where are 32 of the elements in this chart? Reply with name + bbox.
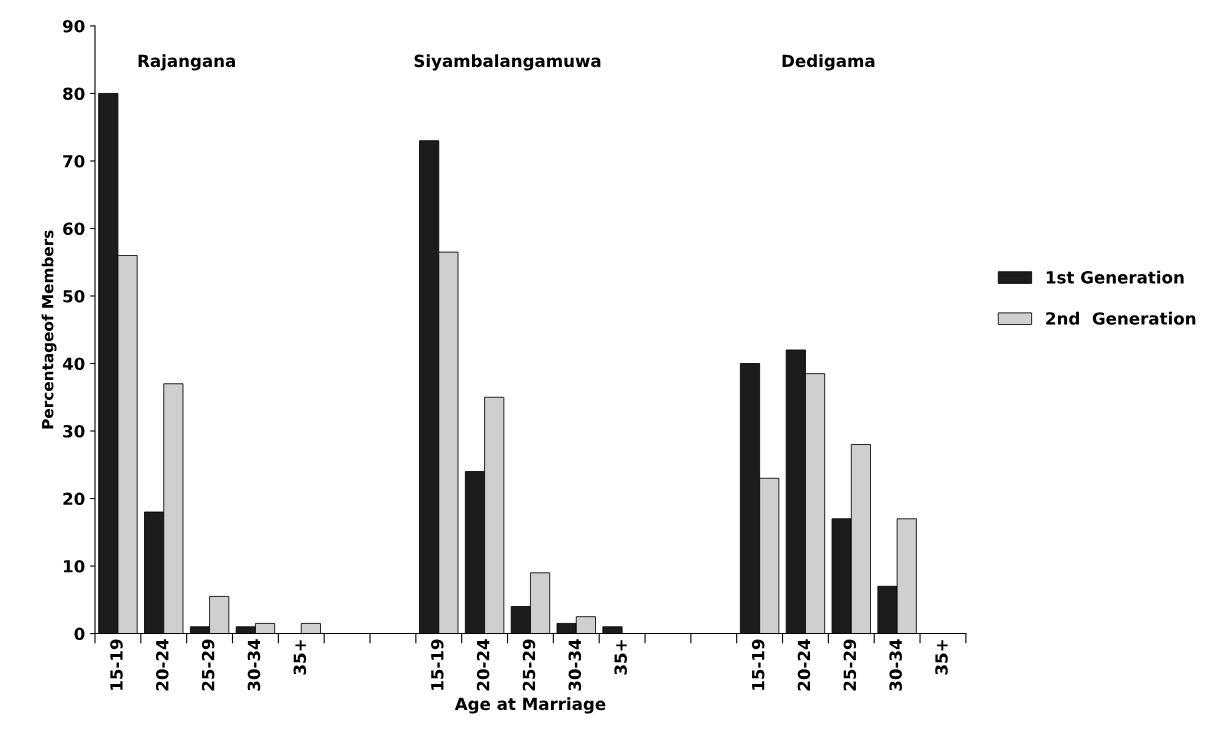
annotation: Dedigama (782, 54, 875, 71)
x-axis-title: Age at Marriage (454, 697, 606, 714)
x-tick-label: 35+ (293, 640, 307, 675)
y-tick-label: 50 (63, 289, 85, 303)
x-tick-label: 35+ (614, 640, 627, 675)
y-tick-label: 0 (74, 627, 85, 641)
annotation: Siyambalangamuwa (414, 54, 601, 71)
x-tick-label: 20-24 (476, 639, 490, 691)
legend-label: 2nd Generation (1046, 311, 1196, 325)
y-tick-label: 70 (63, 154, 85, 168)
x-tick-label: 25-29 (201, 639, 215, 691)
x-tick-label: 30-34 (568, 639, 582, 691)
x-tick-label: 15-19 (431, 639, 444, 690)
y-tick-label: 90 (62, 19, 85, 33)
x-tick-label: 30-34 (247, 639, 261, 691)
x-tick-label: 25-29 (843, 639, 857, 691)
y-tick-label: 40 (62, 357, 85, 371)
x-tick-label: 15-19 (110, 639, 123, 690)
y-tick-label: 30 (63, 424, 85, 438)
x-tick-label: 25-29 (522, 639, 536, 691)
y-tick-label: 80 (63, 87, 85, 101)
x-tick-label: 20-24 (155, 639, 169, 691)
x-tick-label: 15-19 (751, 639, 765, 690)
y-axis-title: Percentageof Members (41, 230, 57, 429)
legend-label: 1st Generation (1046, 270, 1184, 284)
y-tick-label: 60 (63, 222, 85, 236)
y-tick-label: 10 (63, 560, 85, 573)
x-tick-label: 30-34 (889, 639, 902, 691)
x-tick-label: 20-24 (797, 639, 811, 691)
annotation: Rajangana (138, 54, 235, 71)
x-tick-label: 35+ (935, 640, 948, 675)
y-tick-label: 20 (63, 492, 85, 506)
